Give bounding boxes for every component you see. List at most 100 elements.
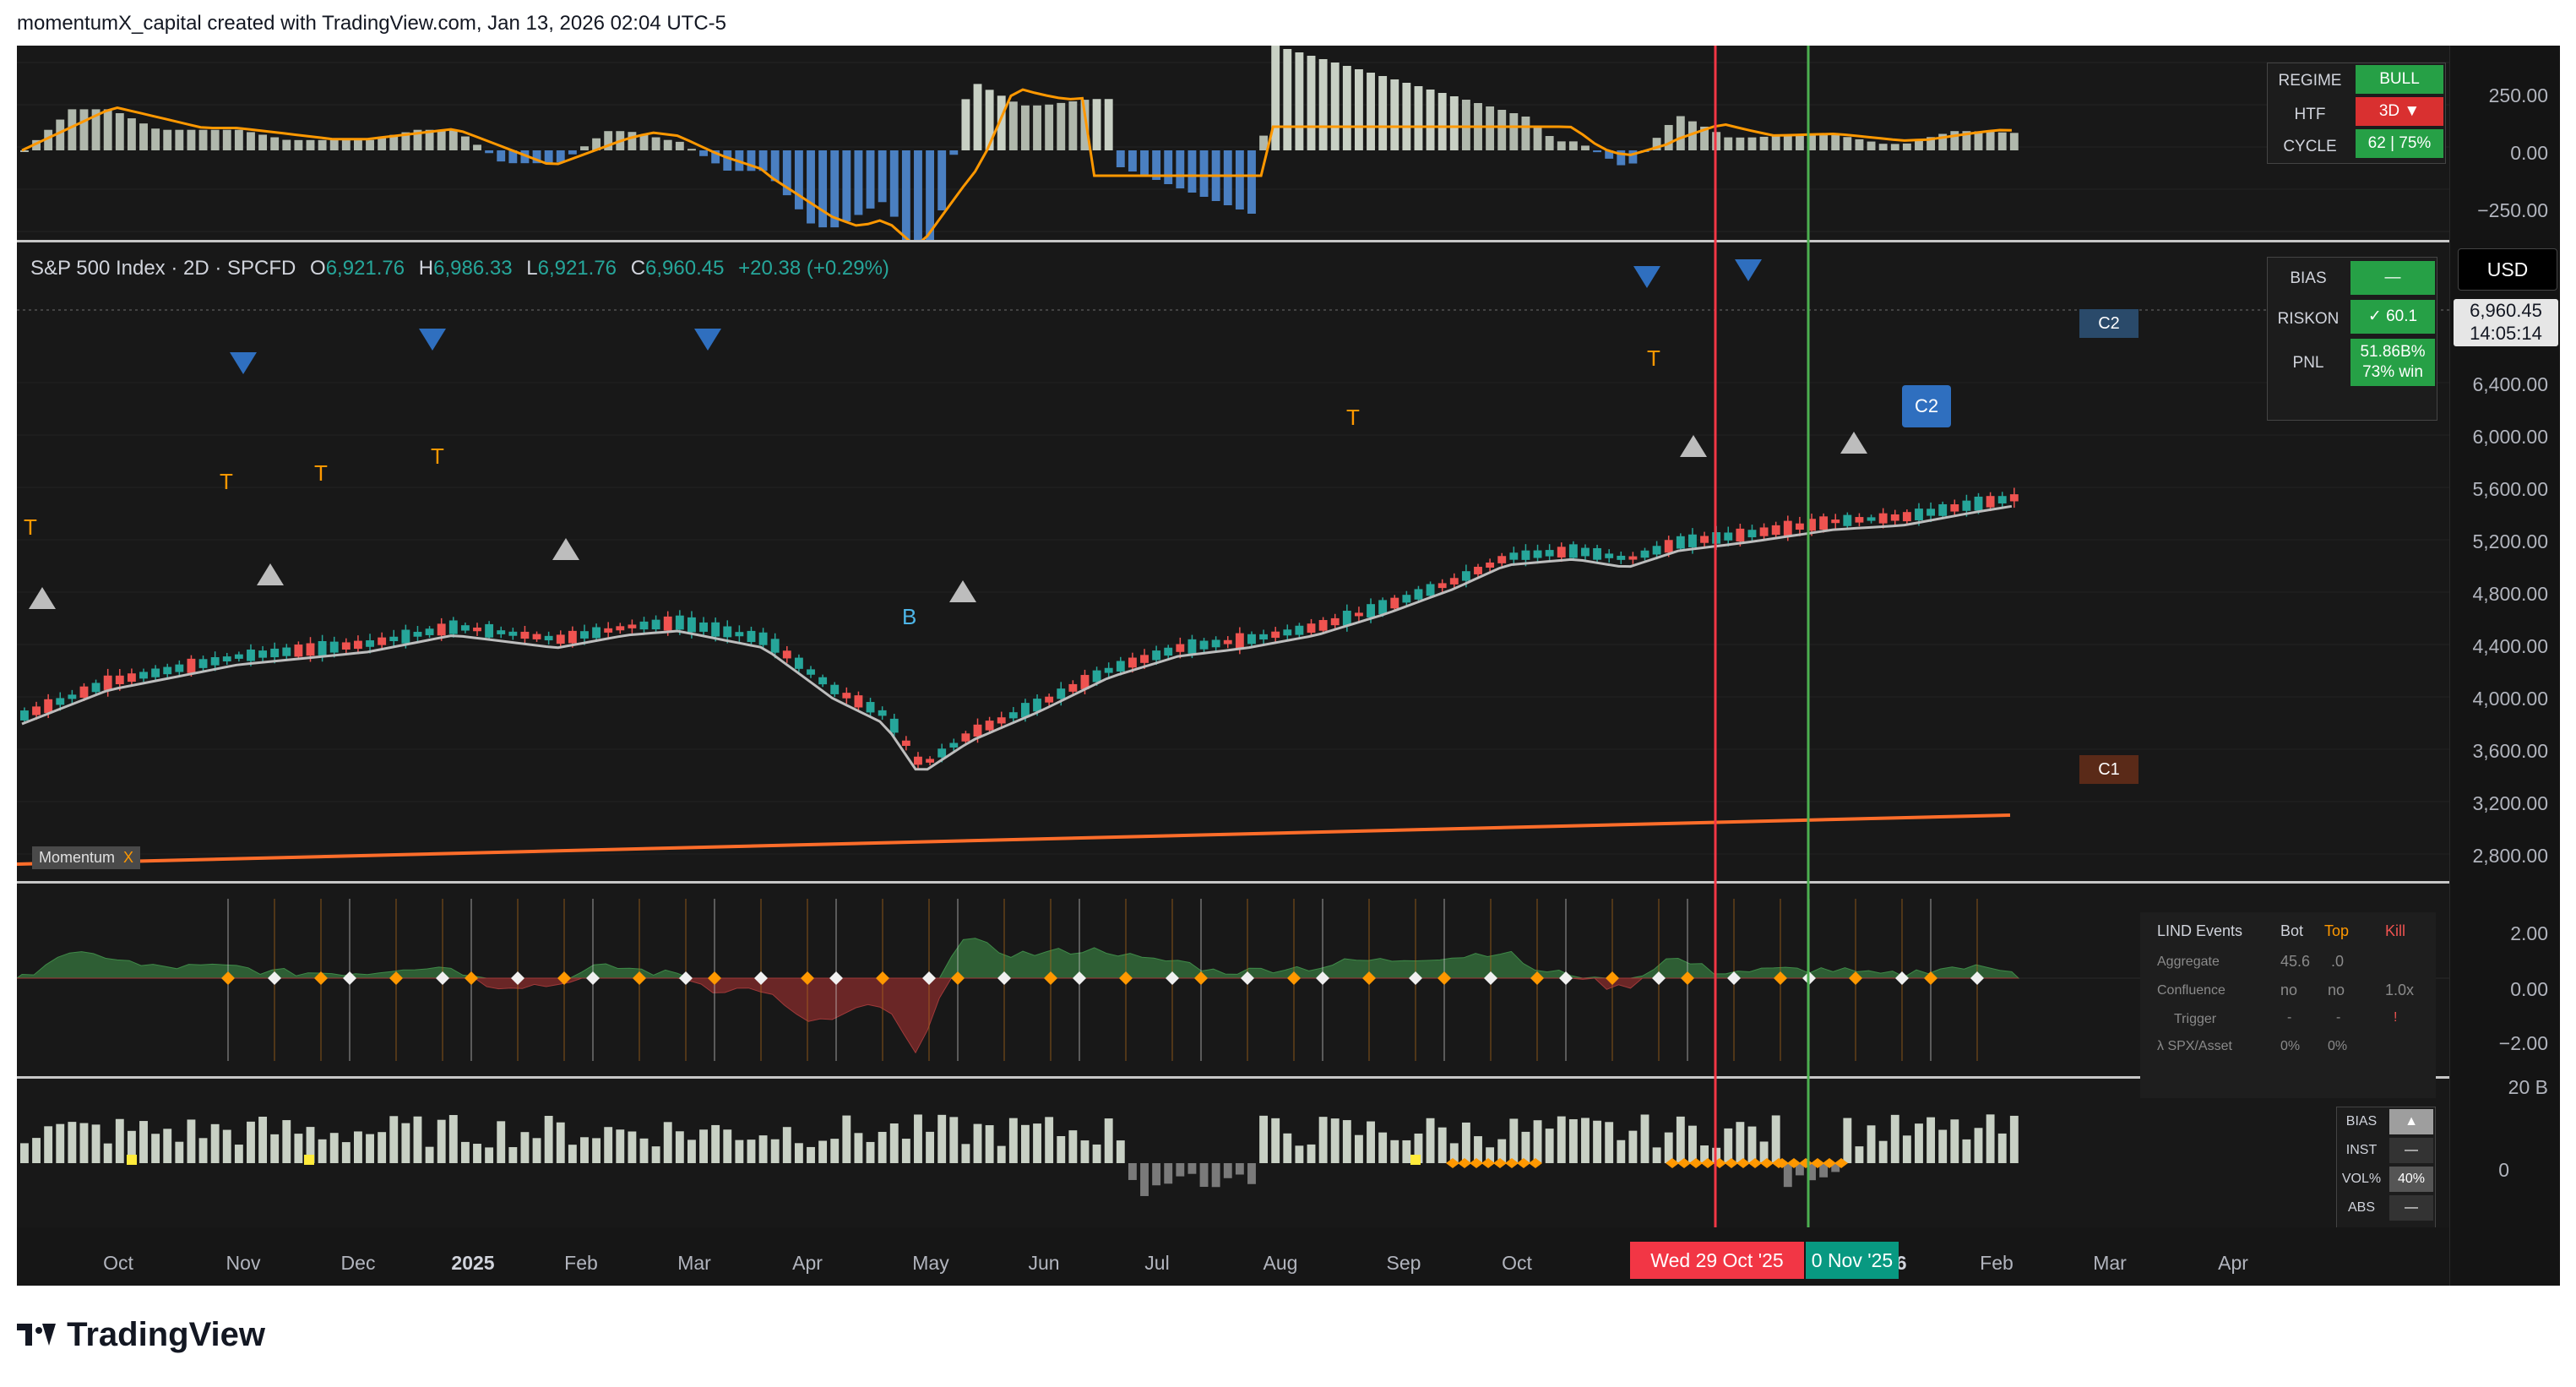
pane-separator[interactable] (17, 240, 2559, 242)
c2-axis-tag[interactable]: C2 (2079, 309, 2139, 338)
close-value: 6,960.45 (645, 257, 725, 280)
candle-body (568, 630, 577, 644)
volume-bar (378, 1132, 387, 1163)
volume-bar (1688, 1125, 1697, 1163)
candle-body (1092, 670, 1101, 683)
pane-separator[interactable] (17, 1076, 2559, 1079)
histogram-bar (413, 129, 422, 150)
candle-body (794, 657, 803, 669)
lind-row-label: Aggregate (2157, 955, 2220, 969)
histogram-bar (2009, 133, 2019, 150)
change-value: +20.38 (+0.29%) (738, 257, 889, 280)
volume-bar (663, 1122, 672, 1163)
histogram-bar (1617, 150, 1626, 166)
volume-bar (1486, 1147, 1495, 1163)
candle-body (687, 617, 696, 633)
histogram-bar (556, 150, 565, 163)
candle-body (1068, 683, 1078, 692)
volume-bar (985, 1125, 994, 1163)
volume-diamond (1748, 1158, 1762, 1168)
candle-body (1152, 650, 1161, 661)
time-axis-label: Apr (2218, 1252, 2248, 1274)
tradingview-logo[interactable]: TradingView (17, 1314, 265, 1354)
candle-body (949, 742, 959, 748)
histogram-bar (1128, 150, 1137, 171)
histogram-bar (448, 129, 458, 150)
time-axis-label: Feb (564, 1252, 598, 1274)
histogram-bar (1187, 150, 1197, 193)
time-axis-label: Mar (2093, 1252, 2127, 1274)
histogram-bar (1628, 150, 1638, 164)
histogram-bar (1664, 124, 1673, 150)
volume-diamond (1529, 1158, 1542, 1168)
candle-body (1140, 655, 1149, 663)
volume-bar (997, 1145, 1006, 1163)
candle-body (1235, 633, 1244, 649)
price-plot: T T T T T T B (17, 259, 2449, 866)
candle-body (1938, 503, 1948, 516)
lind-pane[interactable] (17, 884, 2449, 1076)
volume-bar (115, 1118, 124, 1163)
event-diamond (1287, 971, 1301, 985)
momentum-indicator-tag[interactable]: Momentum X (32, 846, 141, 869)
c1-axis-tag[interactable]: C1 (2079, 755, 2139, 784)
price-axis[interactable]: 250.00 0.00 −250.00 6,400.00 6,000.00 5,… (2449, 46, 2560, 1286)
candle-body (1986, 496, 1995, 508)
lind-row-label: λ SPX/Asset (2157, 1039, 2232, 1053)
bias-table: BIAS — RISKON ✓ 60.1 PNL 51.86B% 73% win (2267, 257, 2437, 421)
axis-label: 3,200.00 (2472, 792, 2548, 814)
candle-body (1390, 597, 1399, 609)
histogram-bar (1927, 137, 1936, 150)
top-oscillator-pane[interactable] (17, 46, 2449, 240)
volume-diamond (1493, 1158, 1507, 1168)
volume-bar (842, 1115, 851, 1163)
volume-bar (1628, 1130, 1638, 1163)
candle-body (1962, 500, 1971, 511)
candle-body (1259, 634, 1269, 640)
candle-body (651, 619, 660, 630)
candle-body (378, 637, 387, 645)
currency-button[interactable]: USD (2458, 248, 2557, 291)
pane-separator[interactable] (17, 881, 2559, 884)
volume-bar (234, 1145, 243, 1163)
candle-body (1021, 703, 1030, 718)
histogram-bar (1414, 86, 1423, 150)
time-axis[interactable] (17, 1227, 2449, 1286)
time-axis-label: Aug (1263, 1252, 1298, 1274)
histogram-bar (699, 150, 708, 156)
momentum-close-icon[interactable]: X (123, 849, 134, 866)
volume-pane[interactable] (17, 1079, 2449, 1227)
top-marker: T (1346, 405, 1360, 430)
candle-body (1271, 631, 1280, 639)
histogram-bar (1355, 69, 1363, 150)
event-diamond (1559, 971, 1573, 985)
volume-bar (497, 1121, 506, 1163)
candle-body (1045, 696, 1054, 703)
bull-area (17, 938, 2020, 979)
histogram-bar (1843, 137, 1852, 150)
symbol-legend[interactable]: S&P 500 Index · 2D · SPCFD O6,921.76 H6,… (30, 257, 889, 280)
volume-bar (1997, 1133, 2007, 1163)
histogram-bar (1557, 141, 1566, 150)
volume-bar (1378, 1132, 1388, 1163)
volume-bar (1247, 1163, 1256, 1184)
histogram-bar (1176, 150, 1185, 188)
event-diamond (1194, 971, 1208, 985)
vol-abs-value: — (2389, 1195, 2433, 1221)
main-price-pane[interactable]: T T T T T T B (17, 242, 2449, 881)
volume-diamond (1811, 1158, 1824, 1168)
candle-body (1449, 578, 1459, 585)
event-diamond (1044, 971, 1057, 985)
c2-callout[interactable]: C2 (1902, 385, 1951, 427)
volume-bar (1890, 1114, 1899, 1163)
lind-row-top: .0 (2331, 953, 2345, 970)
histogram-bar (1783, 135, 1792, 150)
histogram-bar (520, 150, 530, 164)
time-axis-label: Nov (226, 1252, 261, 1274)
histogram-bar (234, 129, 243, 150)
event-diamond (1166, 971, 1179, 985)
axis-label: −2.00 (2498, 1032, 2548, 1054)
symbol-name[interactable]: S&P 500 Index · 2D · SPCFD (30, 257, 296, 280)
volume-bar (1736, 1122, 1745, 1163)
vol-inst-value: — (2389, 1138, 2433, 1163)
